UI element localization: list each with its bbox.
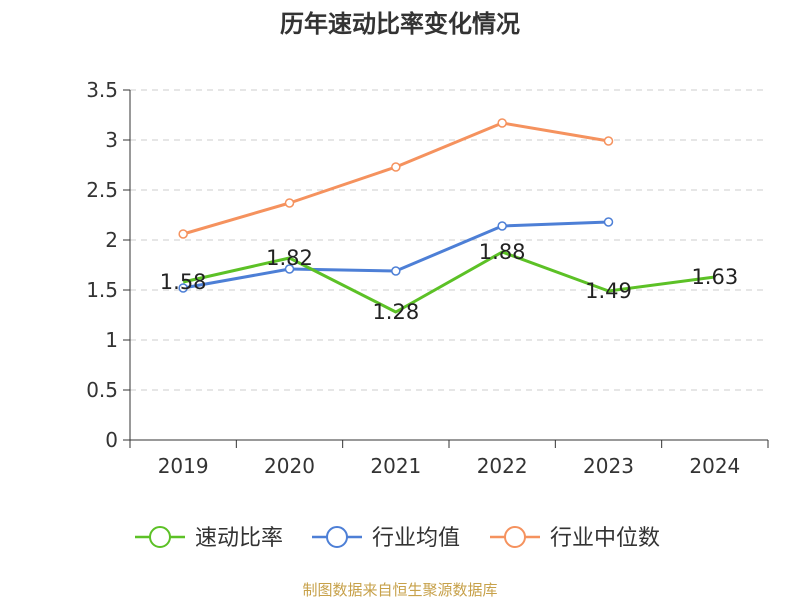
- data-point: [391, 266, 401, 276]
- data-point: [497, 221, 507, 231]
- data-point: [603, 136, 614, 146]
- data-label: 1.63: [691, 265, 738, 289]
- data-point: [497, 118, 507, 128]
- data-point: [391, 162, 401, 172]
- data-label: 1.88: [479, 240, 526, 264]
- chart-title: 历年速动比率变化情况: [280, 10, 520, 38]
- series-line: [182, 220, 609, 290]
- legend-label: 行业中位数: [550, 526, 660, 551]
- data-point: [284, 198, 295, 208]
- data-point: [178, 229, 188, 239]
- legend-marker: [149, 526, 171, 548]
- y-tick-label: 1: [105, 328, 118, 352]
- y-tick-label: 2.5: [86, 178, 118, 202]
- x-tick-label: 2024: [689, 454, 740, 478]
- legend-label: 速动比率: [195, 526, 283, 551]
- data-source-caption: 制图数据来自恒生聚源数据库: [302, 581, 497, 599]
- y-tick-label: 3.5: [86, 78, 118, 102]
- x-tick-label: 2022: [477, 454, 528, 478]
- data-label: 1.82: [266, 246, 313, 270]
- data-point: [603, 217, 614, 227]
- data-point: [284, 264, 295, 274]
- y-tick-label: 1.5: [86, 278, 118, 302]
- x-tick-label: 2021: [370, 454, 421, 478]
- data-label: 1.28: [372, 300, 419, 324]
- legend-marker: [326, 526, 348, 548]
- x-tick-label: 2019: [158, 454, 209, 478]
- series-line: [182, 250, 715, 314]
- data-label: 1.49: [585, 279, 632, 303]
- legend-marker: [504, 526, 526, 548]
- x-tick-label: 2023: [583, 454, 634, 478]
- y-tick-label: 2: [105, 228, 118, 252]
- data-label: 1.58: [160, 270, 207, 294]
- y-tick-label: 3: [105, 128, 118, 152]
- y-tick-label: 0.5: [86, 378, 118, 402]
- data-point: [178, 283, 188, 293]
- y-tick-label: 0: [105, 428, 118, 452]
- legend-label: 行业均值: [372, 526, 460, 551]
- x-tick-label: 2020: [264, 454, 315, 478]
